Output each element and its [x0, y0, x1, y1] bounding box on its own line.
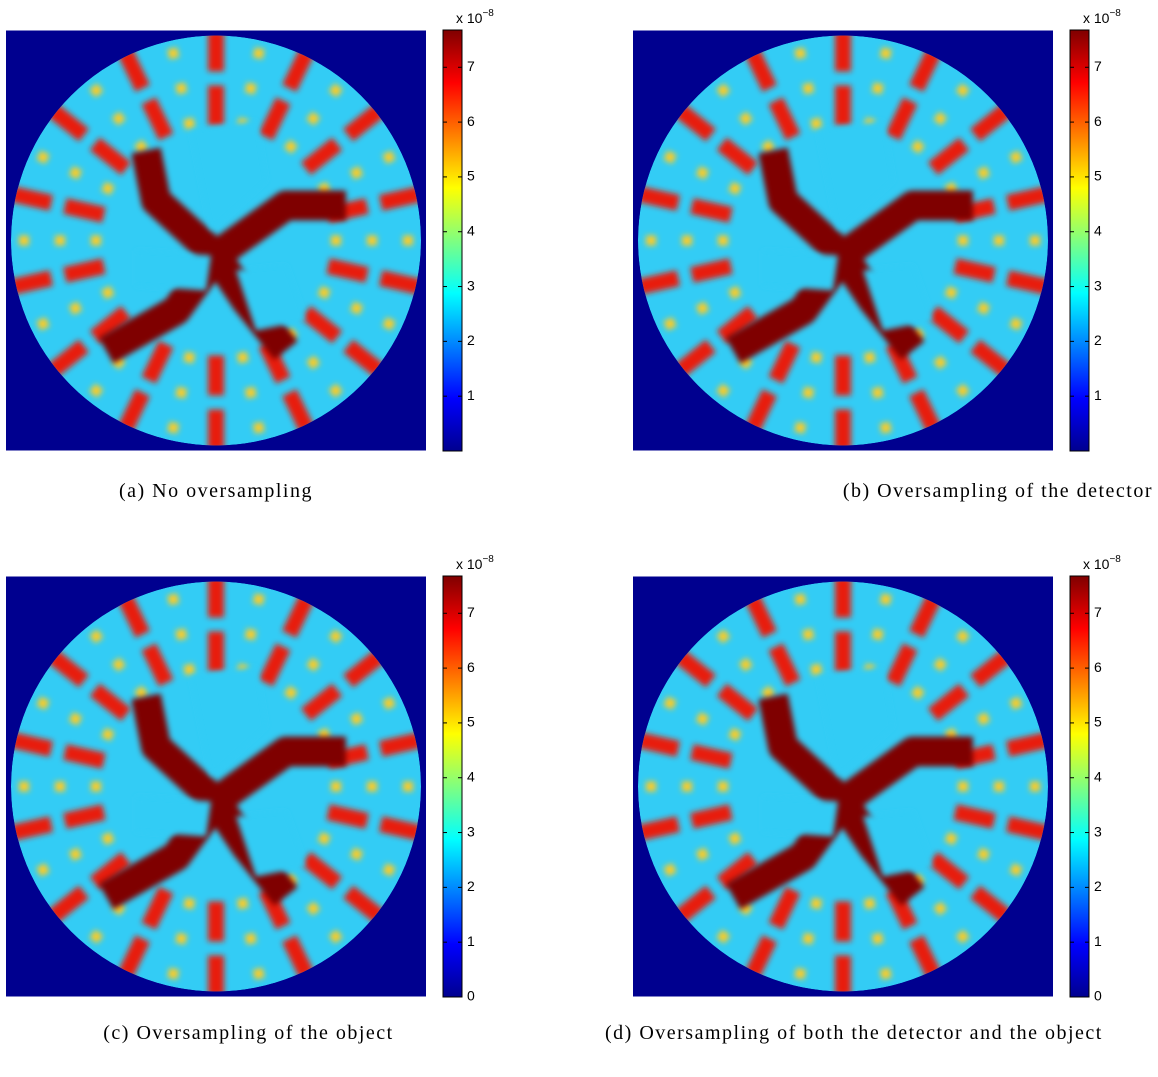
colorbar-multiplier: x 10−8 [456, 554, 494, 572]
colorbar-tick-label: 7 [1094, 58, 1102, 74]
subfigure-caption: (c) Oversampling of the object [103, 1022, 394, 1044]
heatmap-image [1, 26, 431, 456]
colorbar-tick-label: 3 [467, 277, 475, 293]
colorbar-tick-label: 3 [1094, 823, 1102, 839]
subfigure-caption: (a) No oversampling [118, 480, 313, 502]
colorbar-tick-label: 3 [1094, 277, 1102, 293]
colorbar-tick-label: 5 [1094, 168, 1102, 184]
colorbar [442, 575, 463, 998]
colorbar-multiplier: x 10−8 [1083, 8, 1121, 26]
colorbar-tick-label: 3 [467, 823, 475, 839]
colorbar [1069, 29, 1090, 452]
colorbar-tick-label: 7 [467, 58, 475, 74]
colorbar-tick-label: 0 [1094, 988, 1102, 1004]
multiplier-exponent: −8 [482, 8, 494, 19]
colorbar-tick-label: 2 [1094, 332, 1102, 348]
subfigure-caption: (d) Oversampling of both the detector an… [605, 1022, 1103, 1044]
colorbar-tick-label: 7 [467, 604, 475, 620]
multiplier-exponent: −8 [1109, 8, 1121, 19]
colorbar-tick-label: 6 [467, 659, 475, 675]
colorbar-tick-label: 1 [467, 933, 475, 949]
colorbar-multiplier: x 10−8 [456, 8, 494, 26]
colorbar-tick-label: 4 [467, 768, 475, 784]
colorbar-tick-label: 2 [467, 878, 475, 894]
colorbar-tick-label: 7 [1094, 604, 1102, 620]
colorbar-tick-label: 4 [1094, 768, 1102, 784]
colorbar-tick-label: 1 [467, 387, 475, 403]
colorbar-tick-label: 6 [1094, 659, 1102, 675]
colorbar [442, 29, 463, 452]
colorbar-tick-label: 5 [1094, 714, 1102, 730]
colorbar-tick-label: 4 [1094, 222, 1102, 238]
colorbar-tick-label: 1 [1094, 933, 1102, 949]
multiplier-base: x 10 [1083, 556, 1110, 572]
multiplier-base: x 10 [456, 556, 483, 572]
multiplier-exponent: −8 [1109, 554, 1121, 565]
multiplier-exponent: −8 [482, 554, 494, 565]
colorbar-tick-label: 2 [467, 332, 475, 348]
colorbar-tick-label: 5 [467, 168, 475, 184]
colorbar [1069, 575, 1090, 998]
colorbar-tick-label: 6 [1094, 113, 1102, 129]
heatmap-image [1, 572, 431, 1002]
colorbar-tick-label: 6 [467, 113, 475, 129]
colorbar-tick-label: 1 [1094, 387, 1102, 403]
colorbar-tick-label: 2 [1094, 878, 1102, 894]
multiplier-base: x 10 [1083, 10, 1110, 26]
colorbar-multiplier: x 10−8 [1083, 554, 1121, 572]
heatmap-image [628, 572, 1058, 1002]
colorbar-tick-label: 4 [467, 222, 475, 238]
heatmap-image [628, 26, 1058, 456]
subfigure-caption: (b) Oversampling of the detector [842, 480, 1153, 502]
colorbar-tick-label: 5 [467, 714, 475, 730]
multiplier-base: x 10 [456, 10, 483, 26]
colorbar-tick-label: 0 [467, 988, 475, 1004]
